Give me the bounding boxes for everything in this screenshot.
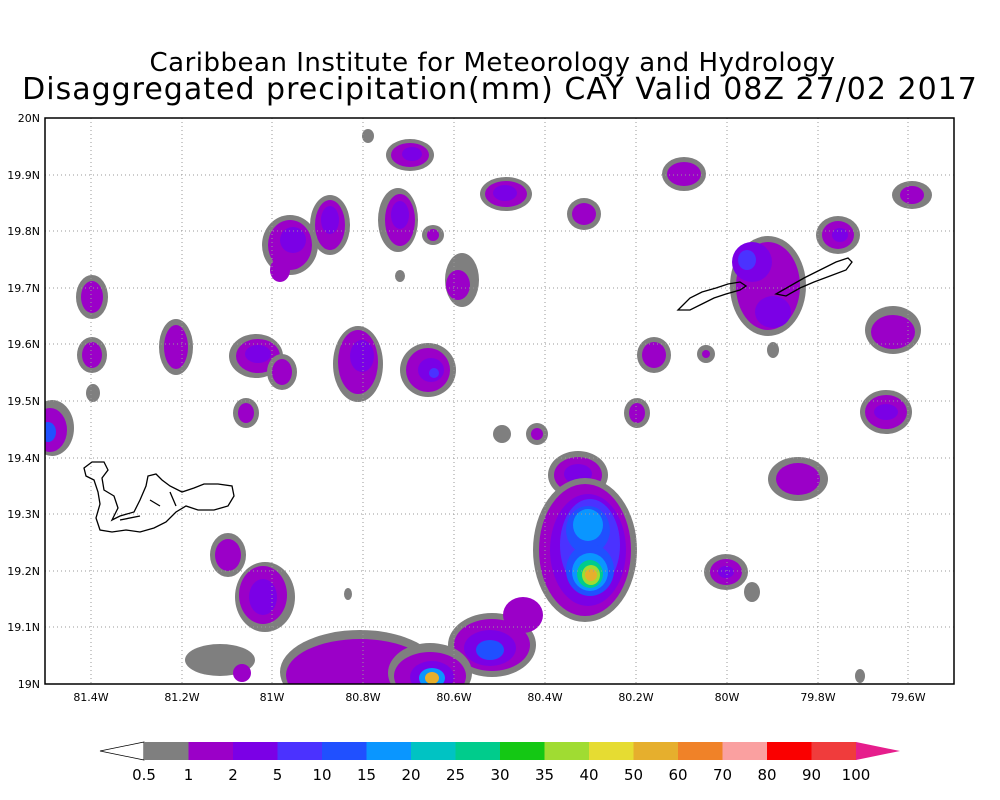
chart-title-line2: Disaggregated precipitation(mm) CAY Vali…	[22, 72, 978, 107]
colorbar-swatch	[722, 742, 768, 760]
colorbar-label: 15	[357, 766, 376, 784]
precip-cell	[445, 253, 479, 307]
precip-cell-intense	[533, 451, 637, 622]
colorbar-label: 80	[757, 766, 776, 784]
chart-title-line1: Caribbean Institute for Meteorology and …	[149, 48, 836, 78]
precip-cell	[637, 337, 671, 373]
lon-axis-labels: 81.4W 81.2W 81W 80.8W 80.6W 80.4W 80.2W …	[73, 691, 925, 704]
lat-tick-label: 19.4N	[7, 452, 40, 465]
colorbar-swatch	[767, 742, 812, 760]
precip-cell	[730, 236, 806, 336]
precip-cell	[865, 306, 921, 354]
lon-tick-label: 80.4W	[527, 691, 562, 704]
precip-cell	[860, 390, 912, 434]
lat-tick-label: 19.9N	[7, 169, 40, 182]
colorbar-swatch	[455, 742, 501, 760]
colorbar-swatch	[188, 742, 234, 760]
colorbar-label: 50	[624, 766, 643, 784]
colorbar-swatch	[144, 742, 189, 760]
colorbar-label: 5	[273, 766, 283, 784]
colorbar: 0.5 1 2 5 10 15 20 25 30 35 40 50 60 70 80 90 100	[99, 741, 900, 784]
lon-tick-label: 80.6W	[436, 691, 471, 704]
lon-tick-label: 80.2W	[618, 691, 653, 704]
lat-tick-label: 19.1N	[7, 621, 40, 634]
colorbar-swatch	[633, 742, 679, 760]
lat-tick-label: 19N	[18, 678, 40, 691]
cayman-brac-outline	[774, 257, 853, 297]
precip-cell	[480, 177, 532, 211]
colorbar-swatch	[500, 742, 545, 760]
colorbar-label: 70	[713, 766, 732, 784]
lon-tick-label: 80.8W	[345, 691, 380, 704]
lat-tick-label: 19.7N	[7, 282, 40, 295]
precip-cell	[262, 215, 318, 282]
lon-tick-label: 81W	[260, 691, 285, 704]
coastlines	[83, 257, 853, 533]
colorbar-label: 35	[535, 766, 554, 784]
colorbar-label: 90	[802, 766, 821, 784]
colorbar-label: 30	[490, 766, 509, 784]
precip-cell	[159, 319, 193, 375]
precip-cell	[768, 457, 828, 501]
colorbar-label: 100	[842, 766, 871, 784]
colorbar-label: 2	[228, 766, 238, 784]
lat-tick-label: 19.6N	[7, 338, 40, 351]
lon-tick-label: 79.6W	[890, 691, 925, 704]
colorbar-label: 60	[668, 766, 687, 784]
precip-cell	[567, 198, 601, 230]
lat-tick-label: 19.5N	[7, 395, 40, 408]
lat-axis-labels: 20N 19.9N 19.8N 19.7N 19.6N 19.5N 19.4N …	[7, 112, 40, 691]
precip-cell	[280, 630, 472, 684]
precip-field	[45, 129, 932, 684]
precip-cell	[210, 533, 295, 632]
precip-cell	[816, 216, 860, 254]
precip-cell	[45, 400, 74, 456]
precip-cell	[77, 337, 107, 373]
precip-cell	[400, 343, 456, 397]
colorbar-swatch	[322, 742, 367, 760]
colorbar-swatch	[811, 742, 857, 760]
precip-cell	[386, 139, 434, 171]
colorbar-swatch	[277, 742, 323, 760]
colorbar-label: 40	[579, 766, 598, 784]
colorbar-label: 10	[312, 766, 331, 784]
colorbar-label: 1	[184, 766, 194, 784]
precip-cell	[333, 326, 383, 402]
lat-tick-label: 19.8N	[7, 225, 40, 238]
colorbar-max-arrow	[856, 742, 900, 760]
colorbar-swatch	[678, 742, 723, 760]
lon-tick-label: 81.2W	[164, 691, 199, 704]
little-cayman-outline	[676, 281, 748, 311]
precip-cell	[892, 181, 932, 209]
lat-tick-label: 19.2N	[7, 565, 40, 578]
colorbar-swatch	[366, 742, 412, 760]
plot-frame	[44, 117, 955, 685]
lat-tick-label: 19.3N	[7, 508, 40, 521]
lon-tick-label: 81.4W	[73, 691, 108, 704]
precip-cell	[662, 157, 706, 191]
precip-cell	[704, 554, 748, 590]
precip-cell	[448, 597, 543, 677]
colorbar-swatch	[411, 742, 456, 760]
precip-cell	[76, 275, 108, 319]
colorbar-swatch	[544, 742, 590, 760]
colorbar-min-arrow	[99, 741, 145, 761]
lat-tick-label: 20N	[18, 112, 40, 125]
grand-cayman-outline	[83, 461, 235, 533]
lon-tick-label: 79.8W	[800, 691, 835, 704]
colorbar-label: 20	[401, 766, 420, 784]
precip-cell	[378, 188, 418, 252]
colorbar-label: 25	[446, 766, 465, 784]
precip-cell	[310, 195, 350, 255]
lon-tick-label: 80W	[715, 691, 740, 704]
colorbar-label: 0.5	[132, 766, 156, 784]
precip-cell	[229, 334, 297, 390]
colorbar-swatch	[233, 742, 278, 760]
colorbar-swatch	[589, 742, 634, 760]
